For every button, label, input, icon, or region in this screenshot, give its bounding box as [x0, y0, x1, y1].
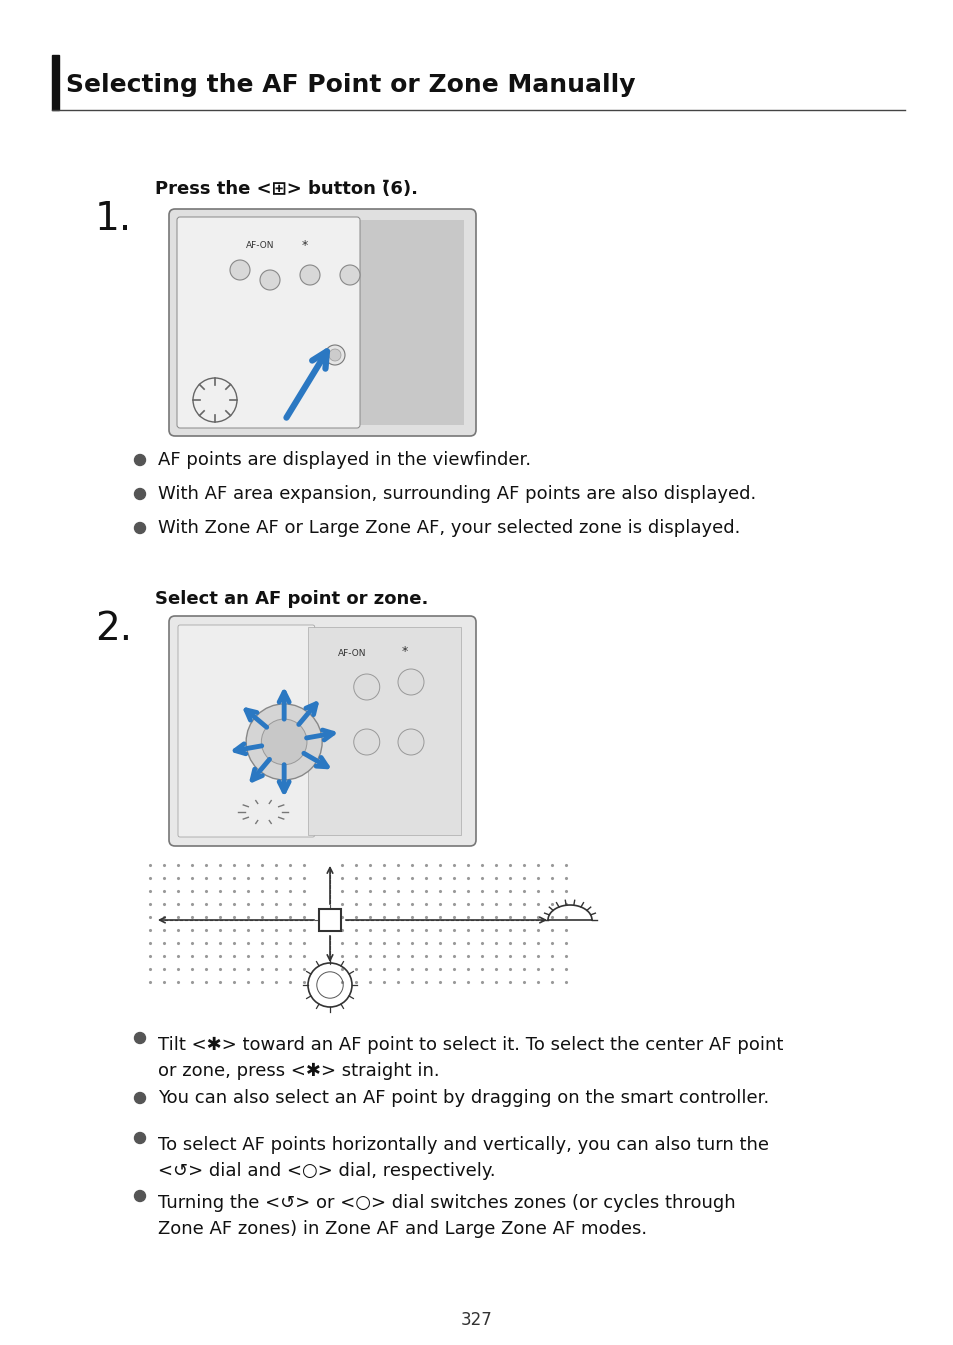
- Circle shape: [329, 348, 340, 360]
- Circle shape: [260, 270, 280, 291]
- FancyBboxPatch shape: [169, 616, 476, 846]
- Circle shape: [354, 674, 379, 699]
- Circle shape: [339, 265, 359, 285]
- Circle shape: [134, 1092, 146, 1103]
- Text: 2.: 2.: [95, 611, 132, 648]
- Bar: [357, 221, 463, 425]
- Text: To select AF points horizontally and vertically, you can also turn the: To select AF points horizontally and ver…: [158, 1137, 768, 1154]
- Circle shape: [325, 346, 345, 364]
- Circle shape: [134, 1033, 146, 1044]
- Circle shape: [230, 260, 250, 280]
- Text: You can also select an AF point by dragging on the smart controller.: You can also select an AF point by dragg…: [158, 1089, 768, 1107]
- Bar: [52, 55, 59, 110]
- Text: Select an AF point or zone.: Select an AF point or zone.: [154, 590, 428, 608]
- Bar: [308, 627, 460, 835]
- Text: Press the <⊞> button (̄6).: Press the <⊞> button (̄6).: [154, 180, 417, 198]
- Circle shape: [134, 455, 146, 465]
- Text: With AF area expansion, surrounding AF points are also displayed.: With AF area expansion, surrounding AF p…: [158, 486, 756, 503]
- Circle shape: [397, 729, 423, 755]
- Text: With Zone AF or Large Zone AF, your selected zone is displayed.: With Zone AF or Large Zone AF, your sele…: [158, 519, 740, 537]
- FancyBboxPatch shape: [169, 208, 476, 436]
- Text: AF-ON: AF-ON: [246, 241, 274, 250]
- FancyBboxPatch shape: [177, 217, 359, 428]
- Circle shape: [354, 729, 379, 755]
- Text: <↺> dial and <○> dial, respectively.: <↺> dial and <○> dial, respectively.: [158, 1162, 496, 1180]
- Text: Selecting the AF Point or Zone Manually: Selecting the AF Point or Zone Manually: [66, 73, 635, 97]
- Text: 1.: 1.: [95, 200, 132, 238]
- Text: AF-ON: AF-ON: [337, 650, 366, 659]
- Circle shape: [246, 703, 322, 780]
- FancyBboxPatch shape: [178, 625, 314, 837]
- Text: *: *: [401, 646, 408, 659]
- Bar: [318, 909, 340, 931]
- Text: *: *: [301, 238, 308, 252]
- Circle shape: [397, 668, 423, 695]
- Circle shape: [134, 522, 146, 534]
- Circle shape: [299, 265, 319, 285]
- Text: 327: 327: [460, 1311, 493, 1329]
- Text: or zone, press <✱> straight in.: or zone, press <✱> straight in.: [158, 1063, 439, 1080]
- Text: Turning the <↺> or <○> dial switches zones (or cycles through: Turning the <↺> or <○> dial switches zon…: [158, 1194, 735, 1212]
- Circle shape: [134, 488, 146, 499]
- Circle shape: [261, 720, 307, 765]
- Circle shape: [134, 1132, 146, 1143]
- Text: AF points are displayed in the viewfinder.: AF points are displayed in the viewfinde…: [158, 451, 531, 469]
- Circle shape: [134, 1190, 146, 1201]
- Text: Zone AF zones) in Zone AF and Large Zone AF modes.: Zone AF zones) in Zone AF and Large Zone…: [158, 1220, 646, 1237]
- Text: Tilt <✱> toward an AF point to select it. To select the center AF point: Tilt <✱> toward an AF point to select it…: [158, 1036, 782, 1054]
